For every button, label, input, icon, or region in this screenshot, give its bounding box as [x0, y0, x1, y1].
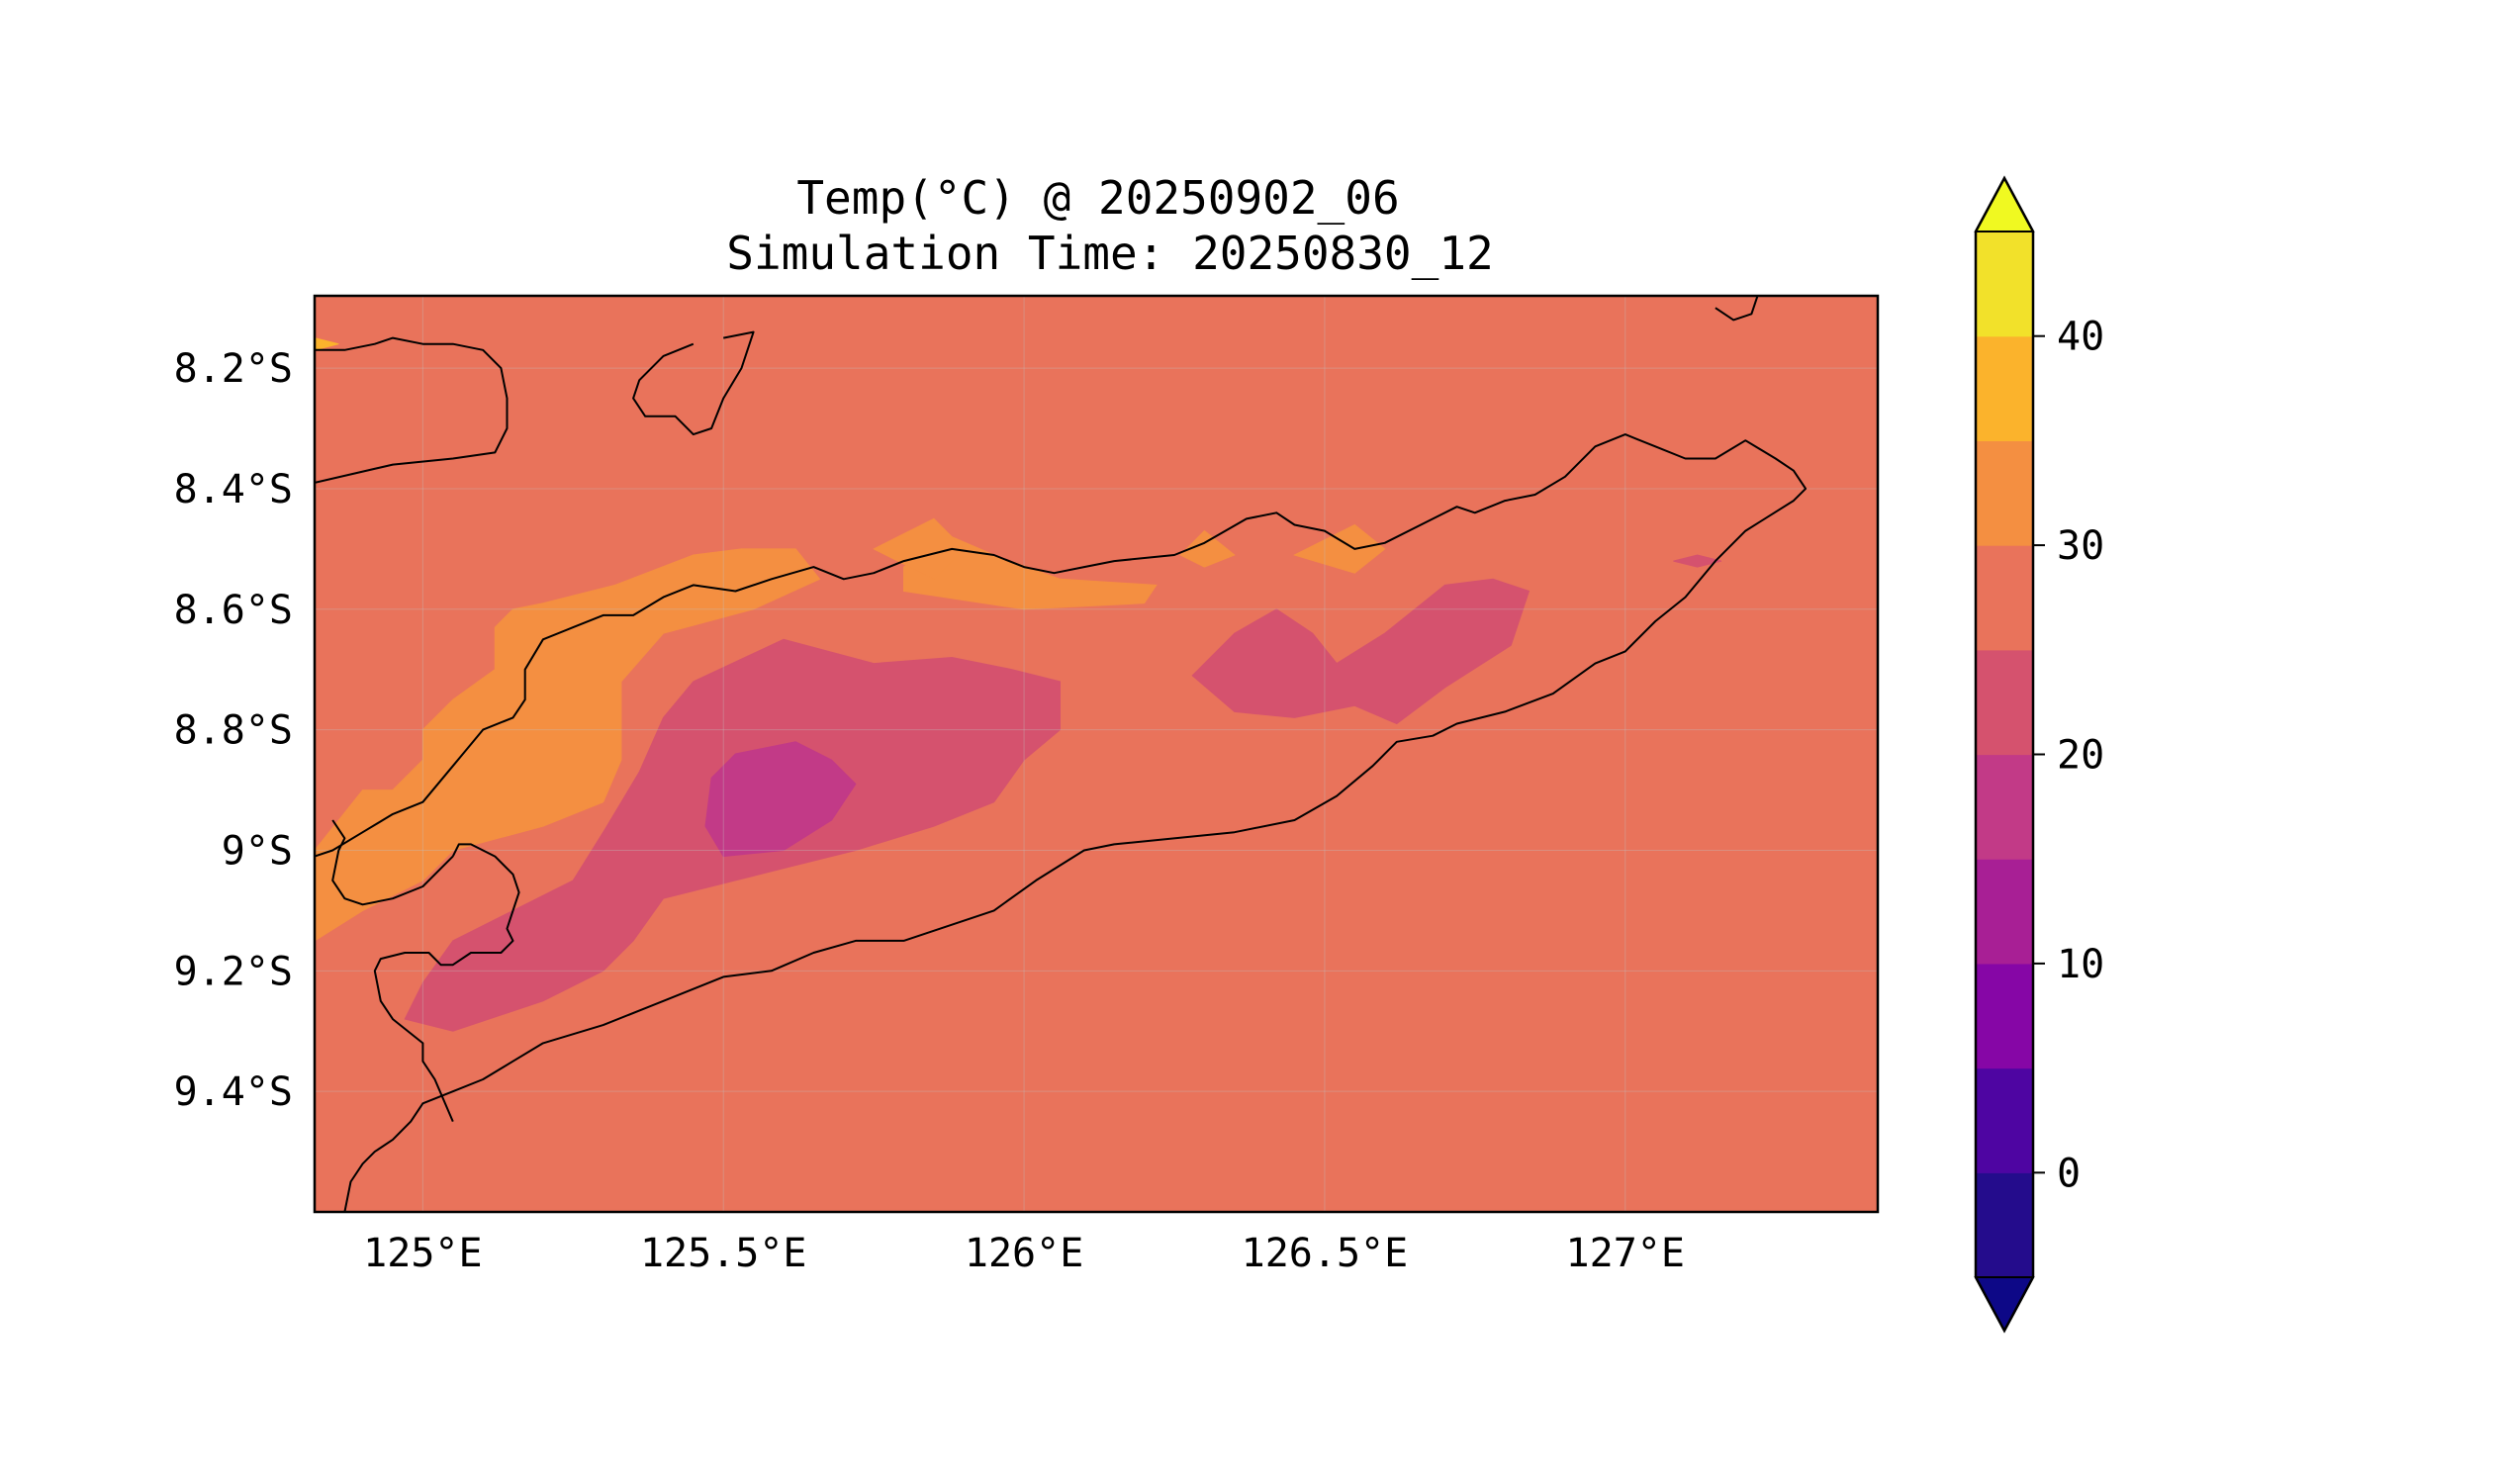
colorbar-segment-5 [1976, 649, 2033, 756]
contour-region-2 [873, 517, 966, 580]
x-tick-label-4: 127°E [1566, 1231, 1685, 1276]
colorbar-tick-label-3: 30 [2057, 523, 2104, 569]
colorbar-tick-label-0: 0 [2057, 1151, 2081, 1196]
y-tick-label-1: 8.4°S [174, 467, 293, 512]
contour-region-9 [315, 337, 339, 351]
colorbar-extend-high [1974, 175, 2035, 232]
plot-frame [313, 294, 1880, 1214]
contour-region-4 [1293, 523, 1386, 574]
colorbar: 0 10 20 30 40 [1974, 175, 2104, 1334]
x-tick-label-3: 126.5°E [1242, 1231, 1409, 1276]
contour-region-6 [1191, 578, 1530, 725]
y-axis-ticks: 8.2°S 8.4°S 8.6°S 8.8°S 9°S 9.2°S 9.4°S [174, 346, 293, 1115]
contour-region-0 [315, 548, 821, 942]
coastline-5 [331, 819, 454, 906]
colorbar-tick-label-1: 10 [2057, 942, 2104, 987]
chart-title: Temp(°C) @ 20250902_06 [796, 171, 1399, 225]
colorbar-segment-6 [1976, 545, 2033, 651]
colorbar-tick-label-2: 20 [2057, 733, 2104, 779]
colorbar-segment-1 [1976, 1067, 2033, 1173]
contour-region-1 [903, 536, 1158, 610]
y-tick-label-3: 8.8°S [174, 708, 293, 754]
y-tick-label-4: 9°S [222, 828, 293, 874]
x-axis-ticks: 125°E 125.5°E 126°E 126.5°E 127°E [363, 1231, 1685, 1276]
coastline-0 [315, 336, 509, 484]
colorbar-outline [1974, 175, 2035, 1334]
colorbar-segment-8 [1976, 335, 2033, 441]
coastline-4 [373, 843, 520, 1122]
gridlines [315, 296, 1878, 1212]
contour-region-3 [1179, 529, 1236, 568]
x-tick-label-1: 125.5°E [640, 1231, 807, 1276]
contour-regions [315, 337, 1722, 1032]
colorbar-segment-3 [1976, 859, 2033, 965]
coastline-3 [315, 433, 1808, 1212]
colorbar-segment-4 [1976, 754, 2033, 860]
contour-region-7 [704, 741, 857, 858]
colorbar-segment-2 [1976, 963, 2033, 1069]
chart-subtitle: Simulation Time: 20250830_12 [726, 227, 1493, 280]
colorbar-extend-low [1974, 1276, 2035, 1334]
temperature-map [315, 296, 1878, 1212]
y-tick-label-2: 8.6°S [174, 588, 293, 633]
colorbar-segment-0 [1976, 1172, 2033, 1278]
x-tick-label-2: 126°E [965, 1231, 1083, 1276]
y-tick-label-6: 9.4°S [174, 1069, 293, 1115]
colorbar-tick-label-4: 40 [2057, 315, 2104, 360]
colorbar-segment-7 [1976, 440, 2033, 546]
coastline-2 [1715, 296, 1759, 322]
colorbar-segment-9 [1976, 232, 2033, 337]
contour-region-8 [1673, 554, 1722, 568]
y-tick-label-0: 8.2°S [174, 346, 293, 392]
coastline-1 [632, 330, 755, 436]
y-tick-label-5: 9.2°S [174, 949, 293, 994]
x-tick-label-0: 125°E [363, 1231, 482, 1276]
coastlines [315, 296, 1808, 1212]
